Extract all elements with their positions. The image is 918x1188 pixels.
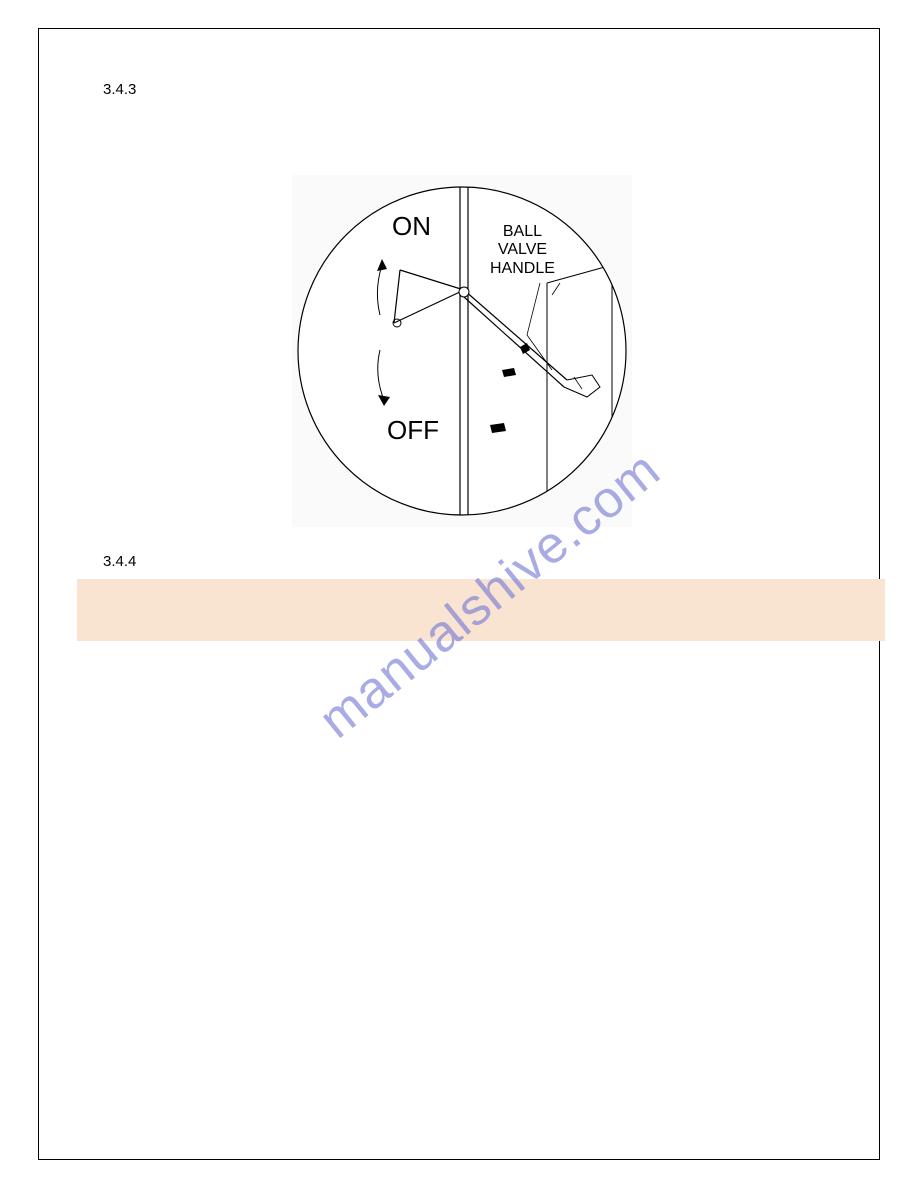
valve-diagram: ON OFF BALL VALVE HANDLE <box>292 175 632 527</box>
on-label: ON <box>392 211 431 242</box>
page-frame: 3.4.3 <box>38 28 880 1160</box>
valve-label-line1: BALL <box>503 223 542 240</box>
section-number-344: 3.4.4 <box>103 553 136 570</box>
diagram-circle <box>298 187 626 515</box>
off-label: OFF <box>387 415 439 446</box>
highlight-band <box>77 579 885 641</box>
valve-handle-label: BALL VALVE HANDLE <box>490 223 555 278</box>
pivot-circle <box>459 287 469 297</box>
valve-diagram-svg <box>292 175 632 527</box>
valve-label-line2: VALVE <box>498 241 547 258</box>
valve-label-line3: HANDLE <box>490 260 555 277</box>
section-number-343: 3.4.3 <box>103 81 136 98</box>
